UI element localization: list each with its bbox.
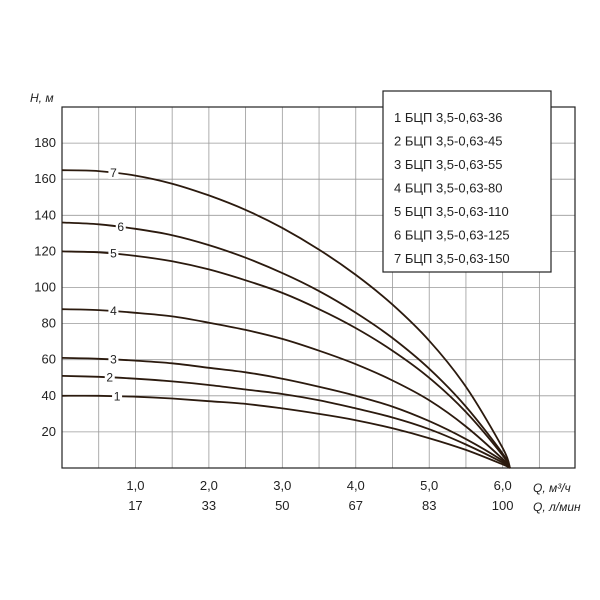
curve-label-5: 5: [110, 247, 117, 261]
y-tick-label: 40: [42, 388, 56, 403]
y-tick-labels: 20 40 60 80 100 120 140 160 180: [34, 135, 56, 439]
y-tick-label: 80: [42, 316, 56, 331]
curve-label-bg: [104, 370, 115, 384]
curve-5: [61, 250, 511, 469]
curve-1: [61, 394, 511, 469]
legend-item-1: 1 БЦП 3,5-0,63-36: [394, 110, 502, 125]
x-tick-label: 4,0: [347, 478, 365, 493]
curve-label-bg: [115, 220, 126, 234]
x-tick-label: 3,0: [273, 478, 291, 493]
curve-label-7: 7: [110, 166, 117, 180]
legend-item-4: 4 БЦП 3,5-0,63-80: [394, 181, 502, 196]
legend-box: [382, 90, 552, 273]
curves: [61, 169, 511, 469]
curve-label-4: 4: [110, 304, 117, 318]
y-tick-label: 60: [42, 352, 56, 367]
legend-item-6: 6 БЦП 3,5-0,63-125: [394, 228, 510, 243]
legend: 1 БЦП 3,5-0,63-36 2 БЦП 3,5-0,63-45 3 БЦП …: [382, 90, 552, 273]
y-tick-label: 180: [34, 135, 56, 150]
y-tick-label: 100: [34, 280, 56, 295]
y-tick-label: 20: [42, 424, 56, 439]
plot-frame: [61, 106, 576, 469]
x-tick-labels: 1,0 17 2,0 33 3,0 50 4,0 67 5,0 83 6,0 100: [126, 478, 513, 513]
x-tick-label: 1,0: [126, 478, 144, 493]
x-tick-label-secondary: 17: [128, 498, 142, 513]
y-tick-label: 140: [34, 207, 56, 222]
y-axis-label: H, м: [30, 91, 54, 105]
curve-label-bg: [112, 389, 123, 403]
x-tick-label-secondary: 100: [492, 498, 514, 513]
x-axis-label: Q, м³/ч: [533, 481, 571, 495]
curve-label-bg: [108, 304, 119, 318]
x-tick-label: 2,0: [200, 478, 218, 493]
x-tick-label-secondary: 83: [422, 498, 436, 513]
curve-label-bg: [108, 165, 119, 179]
legend-item-5: 5 БЦП 3,5-0,63-110: [394, 204, 509, 219]
curve-label-3: 3: [110, 353, 117, 367]
x-axis-label-2: Q, л/мин: [533, 500, 581, 514]
y-tick-label: 120: [34, 243, 56, 258]
x-tick-label-secondary: 33: [202, 498, 216, 513]
legend-item-7: 7 БЦП 3,5-0,63-150: [394, 251, 510, 266]
curve-label-6: 6: [117, 220, 124, 234]
curve-2: [61, 375, 511, 469]
curve-label-1: 1: [114, 389, 121, 403]
x-tick-label: 6,0: [494, 478, 512, 493]
curve-7: [61, 169, 511, 469]
x-tick-label-secondary: 50: [275, 498, 289, 513]
curve-label-bg: [108, 352, 119, 366]
x-tick-label-secondary: 67: [349, 498, 363, 513]
y-tick-label: 160: [34, 171, 56, 186]
curve-label-bg: [108, 246, 119, 260]
curve-4: [61, 308, 511, 469]
legend-item-3: 3 БЦП 3,5-0,63-55: [394, 157, 502, 172]
x-tick-label: 5,0: [420, 478, 438, 493]
curve-3: [61, 357, 511, 469]
legend-item-2: 2 БЦП 3,5-0,63-45: [394, 134, 502, 149]
curve-label-2: 2: [106, 370, 113, 384]
legend-items: 1 БЦП 3,5-0,63-36 2 БЦП 3,5-0,63-45 3 БЦП …: [394, 110, 510, 266]
curve-6: [61, 221, 511, 469]
